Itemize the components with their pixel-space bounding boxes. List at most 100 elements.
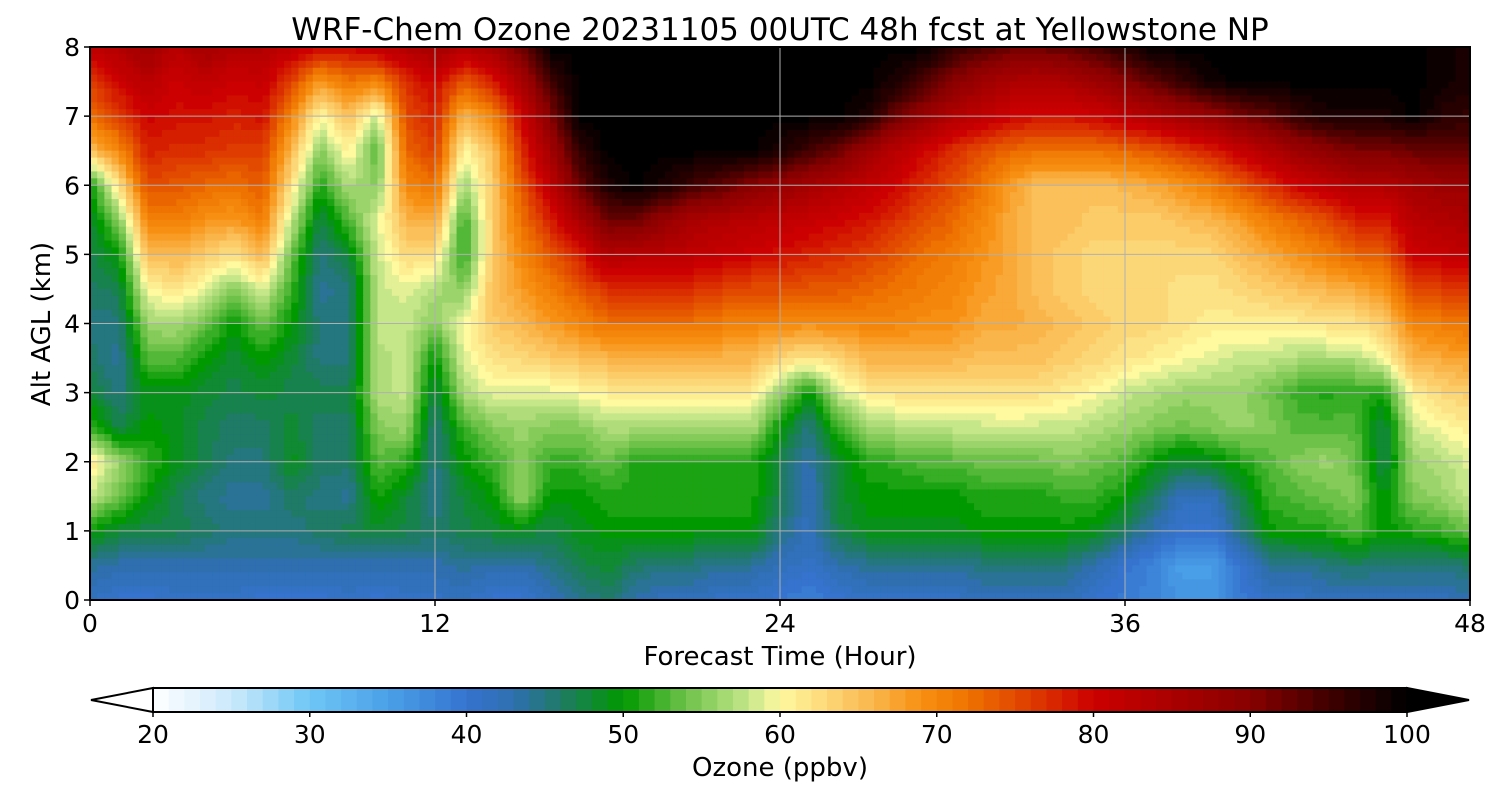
ozone-cell (1232, 102, 1241, 110)
ozone-cell (801, 67, 810, 76)
ozone-cell (226, 178, 235, 186)
ozone-cell (406, 81, 415, 90)
ozone-cell (499, 60, 508, 69)
ozone-cell (851, 109, 860, 117)
ozone-cell (521, 171, 530, 179)
ozone-cell (600, 171, 609, 179)
ozone-cell (1168, 116, 1176, 124)
ozone-cell (1254, 109, 1263, 117)
ozone-cell (492, 178, 501, 186)
ozone-cell (923, 123, 932, 131)
ozone-cell (650, 192, 659, 200)
ozone-cell (463, 185, 472, 193)
ozone-cell (291, 192, 300, 200)
ozone-cell (1383, 150, 1392, 159)
ozone-cell (1247, 102, 1255, 110)
ozone-cell (614, 185, 623, 193)
ozone-cell (1096, 199, 1105, 207)
ozone-cell (837, 171, 846, 179)
ozone-cell (729, 164, 738, 173)
ozone-cell (161, 192, 170, 200)
ozone-cell (125, 178, 134, 186)
ozone-cell (1103, 88, 1112, 96)
ozone-cell (1225, 212, 1234, 221)
ozone-cell (1376, 205, 1385, 214)
ozone-cell (240, 157, 249, 166)
ozone-cell (363, 136, 371, 145)
ozone-cell (1340, 171, 1349, 179)
ozone-cell (384, 136, 393, 145)
ozone-cell (1024, 164, 1033, 173)
ozone-cell (154, 199, 163, 207)
ozone-cell (923, 185, 932, 193)
ozone-cell (197, 178, 206, 186)
ozone-cell (176, 192, 185, 200)
ozone-cell (1125, 109, 1133, 117)
ozone-cell (981, 109, 990, 117)
ozone-cell (125, 157, 134, 166)
ozone-cell (341, 185, 350, 193)
ozone-cell (722, 199, 731, 207)
ozone-cell (1045, 143, 1054, 152)
ozone-cell (1089, 123, 1097, 131)
ozone-cell (391, 185, 400, 193)
ozone-cell (859, 185, 867, 193)
ozone-cell (298, 47, 307, 55)
ozone-cell (413, 205, 422, 214)
ozone-cell (298, 150, 307, 159)
ozone-cell (930, 88, 939, 96)
ozone-cell (320, 192, 328, 200)
ozone-cell (320, 171, 328, 179)
ozone-cell (988, 219, 997, 228)
ozone-cell (557, 212, 565, 221)
ozone-cell (391, 136, 400, 145)
ozone-cell (1326, 60, 1335, 69)
ozone-cell (1074, 192, 1083, 200)
ozone-cell (895, 212, 903, 221)
ozone-cell (945, 136, 954, 145)
ozone-cell (1304, 219, 1313, 228)
ozone-cell (550, 81, 558, 90)
ozone-cell (729, 116, 738, 124)
ozone-cell (97, 157, 105, 166)
ozone-cell (97, 136, 105, 145)
ozone-cell (133, 143, 141, 152)
ozone-cell (708, 123, 716, 131)
ozone-cell (880, 178, 889, 186)
ozone-cell (643, 109, 652, 117)
ozone-cell (887, 60, 896, 69)
ozone-cell (111, 109, 120, 117)
ozone-cell (808, 199, 817, 207)
ozone-cell (183, 67, 192, 76)
ozone-cell (1002, 47, 1011, 55)
ozone-cell (97, 150, 105, 159)
ozone-cell (334, 129, 343, 138)
ozone-cell (212, 47, 220, 55)
ozone-cell (1218, 164, 1227, 173)
ozone-cell (514, 150, 522, 159)
ozone-cell (233, 67, 242, 76)
ozone-cell (1117, 102, 1126, 110)
ozone-cell (823, 109, 831, 117)
ozone-cell (118, 150, 127, 159)
ozone-cell (1232, 219, 1241, 228)
ozone-cell (765, 136, 774, 145)
ozone-cell (219, 178, 228, 186)
ozone-cell (147, 95, 156, 103)
ozone-cell (1283, 192, 1291, 200)
ozone-cell (1225, 74, 1234, 83)
ozone-cell (370, 88, 379, 96)
ozone-cell (708, 150, 716, 159)
ozone-cell (1017, 102, 1025, 110)
ozone-cell (614, 123, 623, 131)
ozone-cell (305, 60, 314, 69)
ozone-cell (815, 123, 824, 131)
ozone-cell (650, 164, 659, 173)
ozone-cell (708, 185, 716, 193)
ozone-cell (506, 136, 515, 145)
ozone-cell (1060, 199, 1069, 207)
ozone-cell (700, 67, 709, 76)
ozone-cell (1261, 219, 1270, 228)
ozone-cell (1362, 47, 1370, 55)
ozone-cell (1067, 123, 1076, 131)
